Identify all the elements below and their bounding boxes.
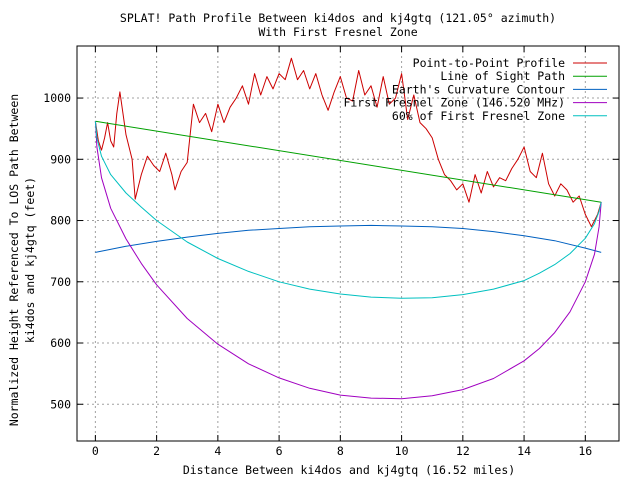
legend-label: 60% of First Fresnel Zone	[392, 109, 565, 123]
data-series	[94, 57, 602, 400]
x-tick-label: 10	[395, 444, 409, 458]
y-axis-label-line1: Normalized Height Referenced To LOS Path…	[7, 94, 21, 426]
legend-label: First Fresnel Zone (146.520 MHz)	[343, 96, 565, 110]
series-line-point-to-point-profile	[94, 57, 602, 228]
y-tick-label: 700	[50, 275, 71, 289]
x-tick-label: 12	[456, 444, 470, 458]
series-line-line-of-sight-path	[95, 120, 602, 203]
y-tick-label: 500	[50, 397, 71, 411]
y-tick-label: 900	[50, 152, 71, 166]
series-line-60-of-first-fresnel-zone	[94, 121, 602, 299]
legend-label: Point-to-Point Profile	[413, 56, 565, 70]
y-tick-label: 600	[50, 336, 71, 350]
series-line-first-fresnel-zone-146-520-mhz	[94, 121, 602, 400]
chart-title: SPLAT! Path Profile Between ki4dos and k…	[120, 11, 556, 25]
legend-label: Line of Sight Path	[440, 69, 565, 83]
x-axis-label: Distance Between ki4dos and kj4gtq (16.5…	[183, 463, 515, 477]
x-tick-label: 16	[578, 444, 592, 458]
x-tick-label: 2	[153, 444, 160, 458]
axis-ticks: 0 2 4 6 8 10 12 14 16 500 600 700 800 900 1000	[43, 46, 619, 458]
x-tick-label: 6	[276, 444, 283, 458]
x-tick-label: 4	[214, 444, 221, 458]
y-tick-label: 1000	[43, 91, 71, 105]
plot-frame	[76, 45, 620, 442]
x-tick-label: 14	[517, 444, 531, 458]
y-tick-label: 800	[50, 214, 71, 228]
legend-label: Earth's Curvature Contour	[392, 82, 565, 96]
y-axis-label-line2: ki4dos and kj4gtq (feet)	[23, 177, 37, 343]
chart-subtitle: With First Fresnel Zone	[258, 25, 417, 39]
x-tick-label: 8	[337, 444, 344, 458]
x-tick-label: 0	[92, 444, 99, 458]
